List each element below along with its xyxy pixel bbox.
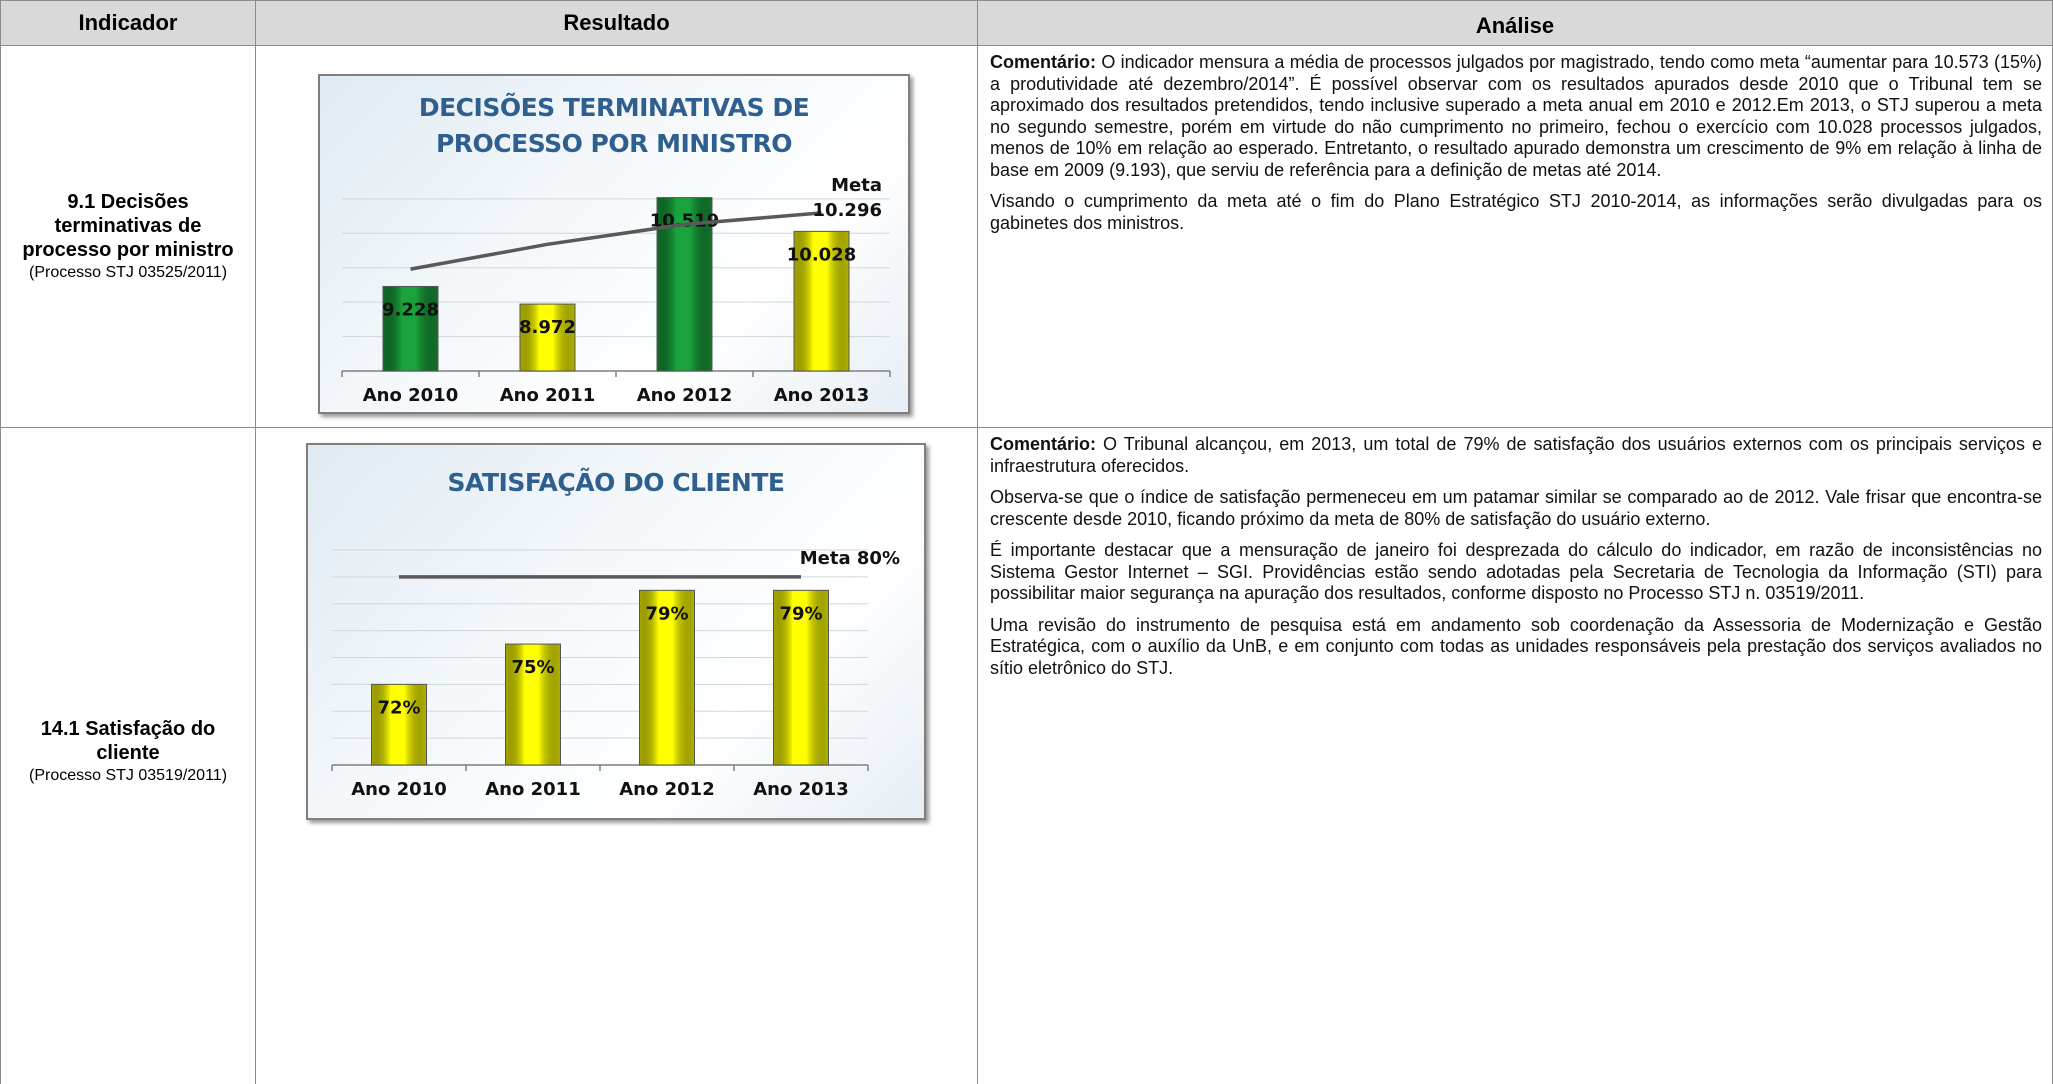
analysis-text: Visando o cumprimento da meta até o fim … bbox=[990, 191, 2042, 233]
analysis-text: É importante destacar que a mensuração d… bbox=[990, 540, 2042, 603]
target-name: Meta bbox=[831, 175, 882, 196]
indicator-process: (Processo STJ 03525/2011) bbox=[28, 263, 228, 281]
analysis-text: Observa-se que o índice de satisfação pe… bbox=[990, 487, 2042, 529]
indicator-title: 14.1 Satisfação do cliente bbox=[40, 718, 216, 764]
target-line bbox=[410, 211, 822, 271]
bar-value-label: 72% bbox=[377, 697, 420, 718]
header-cell: Indicador bbox=[0, 0, 256, 46]
analysis-paragraph: Visando o cumprimento da meta até o fim … bbox=[990, 191, 2042, 234]
analysis-text: O Tribunal alcançou, em 2013, um total d… bbox=[990, 434, 2042, 476]
x-tick-label: Ano 2012 bbox=[637, 385, 732, 406]
x-tick-label: Ano 2011 bbox=[485, 779, 580, 800]
x-tick-label: Ano 2010 bbox=[351, 779, 446, 800]
analysis-lead: Comentário: bbox=[990, 434, 1097, 454]
bar-value-label: 79% bbox=[645, 603, 688, 624]
x-tick-label: Ano 2012 bbox=[619, 779, 714, 800]
analysis-text: Uma revisão do instrumento de pesquisa e… bbox=[990, 614, 2042, 678]
chart-plot: 72% Ano 2010 75% Ano 2011 79% Ano 2012 79% Ano … bbox=[331, 548, 900, 800]
x-tick-label: Ano 2010 bbox=[363, 385, 458, 406]
bar-value-label: 79% bbox=[779, 603, 822, 624]
analysis-paragraph: Uma revisão do instrumento de pesquisa e… bbox=[990, 615, 2042, 680]
target-name: Meta 80% bbox=[800, 548, 900, 569]
bar-value-label: 75% bbox=[511, 657, 554, 678]
x-tick-label: Ano 2013 bbox=[774, 385, 869, 406]
indicator-cell: 14.1 Satisfação do cliente (Processo STJ… bbox=[0, 427, 256, 1084]
chart-title: SATISFAÇÃO DO CLIENTE bbox=[447, 468, 785, 497]
bar bbox=[505, 643, 561, 766]
indicator-title: 9.1 Decisões terminativas de processo po… bbox=[22, 190, 234, 261]
analysis-paragraph: É importante destacar que a mensuração d… bbox=[990, 540, 2042, 605]
header-cell: Análise bbox=[977, 0, 2053, 46]
analysis-cell: Comentário: O Tribunal alcançou, em 2013… bbox=[977, 427, 2053, 1084]
chart-frame: DECISÕES TERMINATIVAS DE PROCESSO POR MI… bbox=[318, 74, 910, 414]
x-tick-label: Ano 2011 bbox=[500, 385, 595, 406]
indicator-cell: 9.1 Decisões terminativas de processo po… bbox=[0, 45, 256, 428]
bar bbox=[773, 589, 829, 766]
analysis-paragraph: Comentário: O indicador mensura a média … bbox=[990, 52, 2042, 181]
bar bbox=[793, 230, 850, 372]
bar-value-label: 8.972 bbox=[519, 317, 576, 338]
target-value-label: 10.296 bbox=[813, 200, 882, 221]
analysis-cell: Comentário: O indicador mensura a média … bbox=[977, 45, 2053, 428]
x-tick-label: Ano 2013 bbox=[753, 779, 848, 800]
bar-value-label: 9.228 bbox=[382, 299, 439, 320]
bar bbox=[371, 683, 427, 766]
analysis-paragraph: Observa-se que o índice de satisfação pe… bbox=[990, 487, 2042, 530]
chart-title: DECISÕES TERMINATIVAS DE PROCESSO POR MI… bbox=[418, 93, 810, 158]
bar bbox=[382, 285, 439, 372]
indicator-process: (Processo STJ 03519/2011) bbox=[28, 767, 228, 784]
bar bbox=[639, 589, 695, 766]
analysis-text: O indicador mensura a média de processos… bbox=[990, 52, 2042, 180]
analysis-paragraph: Comentário: O Tribunal alcançou, em 2013… bbox=[990, 434, 2042, 477]
bar-value-label: 10.028 bbox=[787, 244, 856, 265]
header-cell: Resultado bbox=[255, 0, 978, 46]
bar bbox=[519, 303, 576, 372]
analysis-lead: Comentário: bbox=[990, 52, 1097, 72]
chart-frame: SATISFAÇÃO DO CLIENTE 72% Ano 2010 75% Ano … bbox=[306, 443, 926, 820]
